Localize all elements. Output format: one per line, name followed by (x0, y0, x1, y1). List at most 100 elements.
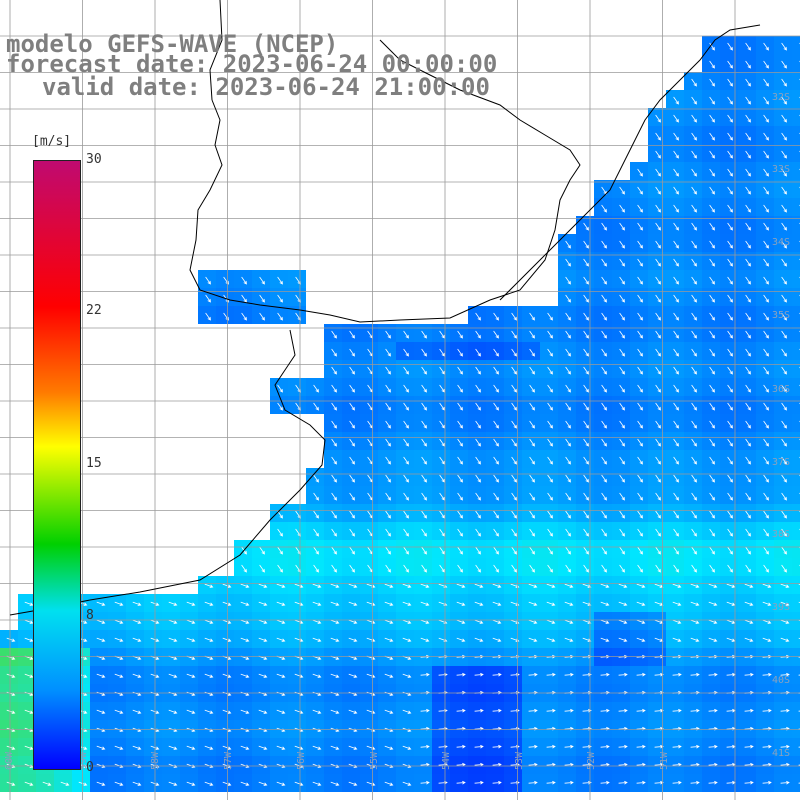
wind-arrow (402, 673, 412, 678)
wind-arrow (601, 312, 607, 321)
wind-arrow (762, 780, 772, 785)
wind-arrow (204, 709, 214, 714)
wind-arrow (619, 330, 625, 339)
wind-arrow (672, 619, 682, 624)
wind-arrow (547, 348, 553, 357)
wind-arrow (637, 312, 643, 321)
wind-cell (792, 720, 800, 738)
wind-arrow (673, 492, 679, 501)
wind-arrow (582, 672, 592, 677)
wind-arrow (673, 456, 679, 465)
wind-arrow (456, 780, 466, 785)
wind-arrow (637, 546, 643, 555)
wind-arrow (691, 132, 697, 141)
wind-arrow (240, 601, 250, 606)
wind-arrow (655, 222, 661, 231)
wind-arrow (24, 619, 34, 624)
wind-arrow (691, 330, 697, 339)
wind-arrow (636, 780, 646, 785)
wind-arrow (600, 637, 610, 642)
lon-label: 54W (441, 751, 452, 770)
wind-arrow (763, 456, 769, 465)
wind-arrow (547, 330, 553, 339)
wind-arrow (456, 601, 466, 606)
wind-arrow (583, 384, 589, 393)
wind-arrow (24, 781, 34, 786)
wind-arrow (546, 672, 556, 677)
wind-arrow (781, 420, 787, 429)
wind-arrow (457, 348, 463, 357)
wind-arrow (529, 330, 535, 339)
wind-arrow (312, 619, 322, 624)
wind-arrow (763, 564, 769, 573)
wind-arrow (511, 420, 517, 429)
wind-arrow (763, 222, 769, 231)
wind-arrow (330, 601, 340, 606)
wind-arrow (276, 709, 286, 714)
wind-arrow (258, 637, 268, 642)
wind-arrow (403, 546, 409, 555)
wind-arrow (421, 348, 427, 357)
wind-cell (792, 738, 800, 756)
wind-arrow (528, 762, 538, 767)
wind-arrow (564, 619, 574, 624)
wind-arrow (475, 564, 481, 573)
wind-arrow (402, 583, 412, 588)
wind-arrow (6, 781, 16, 786)
wind-arrow (636, 762, 646, 767)
wind-arrow (727, 420, 733, 429)
wind-arrow (601, 510, 607, 519)
wind-arrow (655, 168, 661, 177)
wind-arrow (600, 619, 610, 624)
wind-arrow (384, 781, 394, 786)
wind-arrow (168, 709, 178, 714)
wind-arrow (204, 619, 214, 624)
wind-cell (792, 450, 800, 468)
wind-arrow (349, 474, 355, 483)
wind-arrow (403, 528, 409, 537)
wind-arrow (529, 564, 535, 573)
wind-arrow (619, 258, 625, 267)
lat-label: 38S (772, 529, 790, 540)
wind-arrow (475, 420, 481, 429)
wind-arrow (691, 384, 697, 393)
wind-arrow (709, 420, 715, 429)
wind-arrow (655, 510, 661, 519)
wind-arrow (619, 492, 625, 501)
wind-arrow (672, 744, 682, 749)
lat-label: 34S (772, 237, 790, 248)
wind-arrow (294, 781, 304, 786)
wind-arrow (673, 186, 679, 195)
wind-arrow (421, 384, 427, 393)
wind-arrow (709, 384, 715, 393)
wind-arrow (744, 619, 754, 624)
wind-arrow (763, 60, 769, 69)
wind-arrow (727, 330, 733, 339)
wind-arrow (60, 781, 70, 786)
wind-arrow (439, 384, 445, 393)
wind-arrow (583, 546, 589, 555)
wind-arrow (763, 348, 769, 357)
wind-arrow (763, 294, 769, 303)
wind-arrow (331, 528, 337, 537)
wind-arrow (672, 672, 682, 677)
wind-arrow (529, 528, 535, 537)
wind-arrow (601, 564, 607, 573)
wind-arrow (673, 312, 679, 321)
wind-arrow (474, 672, 484, 677)
wind-arrow (727, 348, 733, 357)
wind-arrow (708, 619, 718, 624)
wind-arrow (529, 510, 535, 519)
wind-arrow (475, 312, 481, 321)
wind-arrow (258, 619, 268, 624)
wind-arrow (745, 132, 751, 141)
wind-arrow (547, 528, 553, 537)
wind-arrow (457, 438, 463, 447)
wind-arrow (475, 528, 481, 537)
wind-arrow (385, 366, 391, 375)
wind-arrow (583, 510, 589, 519)
wind-arrow (583, 312, 589, 321)
wind-arrow (313, 492, 319, 501)
wind-arrow (385, 528, 391, 537)
